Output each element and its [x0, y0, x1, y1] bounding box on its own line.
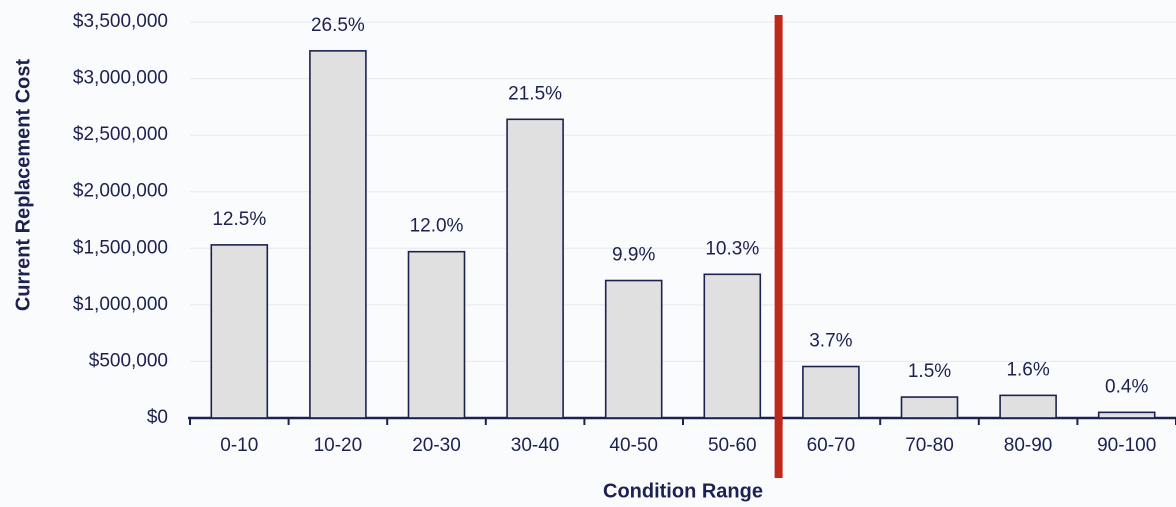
bar [604, 279, 663, 419]
data-label: 12.5% [212, 209, 266, 230]
y-tick-label: $2,500,000 [73, 124, 168, 145]
x-tick-label: 80-90 [1004, 435, 1053, 456]
bar [703, 273, 762, 419]
bar [1097, 411, 1156, 419]
x-tick-label: 30-40 [511, 435, 560, 456]
x-tick-label: 20-30 [412, 435, 461, 456]
bar [309, 50, 367, 419]
data-label: 21.5% [508, 83, 562, 104]
y-tick-label: $0 [147, 407, 168, 428]
data-label: 1.6% [1006, 359, 1049, 380]
data-label: 9.9% [612, 245, 655, 266]
bar [802, 365, 860, 419]
bar [210, 244, 269, 419]
x-axis-title: Condition Range [603, 480, 763, 502]
y-tick-label: $1,500,000 [73, 237, 168, 258]
bar [506, 118, 564, 419]
y-tick-label: $3,000,000 [73, 68, 168, 89]
x-tick-label: 10-20 [314, 435, 363, 456]
data-label: 26.5% [311, 15, 365, 36]
data-label: 12.0% [410, 216, 464, 237]
bar [900, 396, 959, 419]
data-label: 10.3% [705, 238, 759, 259]
x-tick-label: 90-100 [1097, 435, 1156, 456]
x-tick-label: 0-10 [220, 435, 258, 456]
bar [407, 250, 466, 419]
bar [999, 394, 1057, 419]
x-tick-label: 70-80 [905, 435, 954, 456]
y-tick-label: $2,000,000 [73, 181, 168, 202]
y-axis-title: Current Replacement Cost [12, 59, 34, 312]
y-tick-label: $3,500,000 [73, 11, 168, 32]
y-tick-label: $500,000 [89, 350, 168, 371]
y-tick-label: $1,000,000 [73, 294, 168, 315]
x-tick-label: 40-50 [609, 435, 658, 456]
x-tick-label: 60-70 [807, 435, 856, 456]
data-label: 3.7% [809, 331, 852, 352]
x-tick-label: 50-60 [708, 435, 757, 456]
data-label: 1.5% [908, 361, 951, 382]
data-label: 0.4% [1105, 376, 1148, 397]
